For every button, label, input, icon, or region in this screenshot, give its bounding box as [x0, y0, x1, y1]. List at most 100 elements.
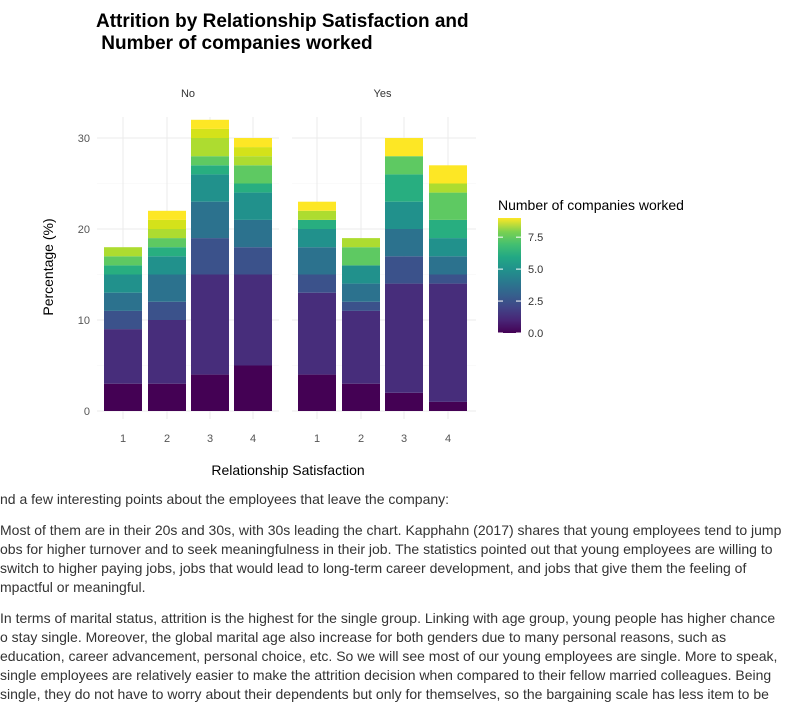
bar-segment [234, 147, 272, 157]
bar-segment [191, 119, 229, 129]
bar-segment [234, 247, 272, 275]
colorbar-tick-label: 0.0 [528, 328, 543, 340]
bar-segment [104, 310, 142, 330]
bar-segment [191, 174, 229, 202]
bar-segment [342, 310, 380, 384]
bar-segment [191, 374, 229, 411]
legend: Number of companies worked 0.0 2.5 5.0 7.5 [498, 197, 684, 340]
bar-segment [191, 156, 229, 166]
bar-segment [148, 383, 186, 411]
bar-segment [234, 138, 272, 148]
bar-segment [342, 301, 380, 311]
bar-segment [104, 256, 142, 266]
bar-segment [385, 283, 423, 393]
bar-segment [234, 183, 272, 193]
bar-segment [104, 383, 142, 411]
bar-segment [429, 256, 467, 275]
prose-line: In terms of marital status, attrition is… [0, 610, 776, 626]
bar-segment [234, 365, 272, 411]
bar-segment [191, 165, 229, 175]
y-axis-label: Percentage (%) [40, 218, 56, 315]
prose-text: nd a few interesting points about the em… [0, 490, 791, 704]
bar-segment [191, 201, 229, 239]
x-tick-label: 1 [314, 433, 320, 445]
facet-panels: No 1 2 3 4 Yes 1 2 3 4 [97, 88, 476, 445]
x-tick-label: 4 [445, 433, 451, 445]
facet-label: No [181, 88, 195, 100]
bar-segment [429, 238, 467, 257]
bar-segment [429, 183, 467, 193]
bar-segment [429, 192, 467, 220]
bar-segment [104, 247, 142, 257]
bar-segment [429, 283, 467, 402]
x-tick-label: 3 [401, 433, 407, 445]
y-tick-label: 30 [78, 133, 90, 145]
bar-segment [148, 247, 186, 257]
bar-segment [104, 274, 142, 293]
chart-title-line-1: Attrition by Relationship Satisfaction a… [96, 11, 469, 32]
bar-segment [298, 229, 336, 248]
chart: Attrition by Relationship Satisfaction a… [40, 11, 684, 478]
bar-segment [234, 192, 272, 220]
x-tick-label: 3 [207, 433, 213, 445]
bar-segment [234, 219, 272, 248]
colorbar-tick-label: 2.5 [528, 296, 543, 308]
bar-segment [298, 201, 336, 211]
y-tick-label: 0 [84, 406, 90, 418]
bar-segment [191, 128, 229, 138]
bar-segment [148, 301, 186, 320]
bar-segment [191, 274, 229, 375]
bar-segment [148, 320, 186, 384]
bar-segment [385, 392, 423, 411]
facet-yes: Yes 1 2 3 4 [292, 88, 476, 445]
bar-segment [429, 274, 467, 284]
prose-line: obs for higher turnover and to seek mean… [0, 541, 773, 557]
bar-segment [234, 274, 272, 366]
bar-segment [298, 210, 336, 220]
bar-segment [104, 265, 142, 275]
bar-segment [148, 210, 186, 220]
prose-intro: nd a few interesting points about the em… [0, 491, 450, 507]
x-tick-label: 2 [164, 433, 170, 445]
legend-title: Number of companies worked [498, 197, 684, 213]
bar-segment [148, 274, 186, 302]
bar-segment [385, 174, 423, 202]
bar-segment [298, 247, 336, 275]
colorbar-tick-label: 5.0 [528, 264, 543, 276]
prose-line: single, they do not have to worry about … [0, 686, 769, 702]
bar-segment [342, 265, 380, 284]
bar-segment [385, 229, 423, 257]
x-tick-label: 2 [358, 433, 364, 445]
prose-line: single employees are relatively easier t… [0, 667, 772, 683]
bar-segment [385, 156, 423, 175]
bar-segment [385, 256, 423, 284]
bar-segment [148, 219, 186, 229]
prose-line: Most of them are in their 20s and 30s, w… [0, 522, 782, 538]
bar-segment [148, 238, 186, 248]
prose-line: o stay single. Moreover, the global mari… [0, 629, 727, 645]
bar-segment [148, 256, 186, 275]
facet-label: Yes [374, 88, 392, 100]
y-tick-label: 10 [78, 315, 90, 327]
facet-no: No 1 2 3 4 [97, 88, 279, 445]
bar-segment [342, 283, 380, 302]
bar-segment [429, 401, 467, 411]
prose-line: mpactful or meaningful. [0, 579, 146, 595]
bar-segment [298, 274, 336, 293]
bar-segment [429, 165, 467, 184]
bar-segment [385, 138, 423, 157]
x-axis-label: Relationship Satisfaction [211, 462, 364, 478]
colorbar [498, 218, 521, 333]
colorbar-tick-label: 7.5 [528, 232, 543, 244]
colorbar-ticks: 0.0 2.5 5.0 7.5 [498, 232, 543, 340]
y-tick-label: 20 [78, 224, 90, 236]
axes: 0 10 20 30 [78, 133, 90, 418]
bar-segment [298, 374, 336, 411]
bar-segment [342, 383, 380, 411]
x-tick-label: 4 [250, 433, 256, 445]
bar-segment [234, 156, 272, 166]
bar-segment [191, 138, 229, 157]
bar-segment [298, 219, 336, 229]
bar-segment [104, 292, 142, 311]
x-tick-label: 1 [120, 433, 126, 445]
